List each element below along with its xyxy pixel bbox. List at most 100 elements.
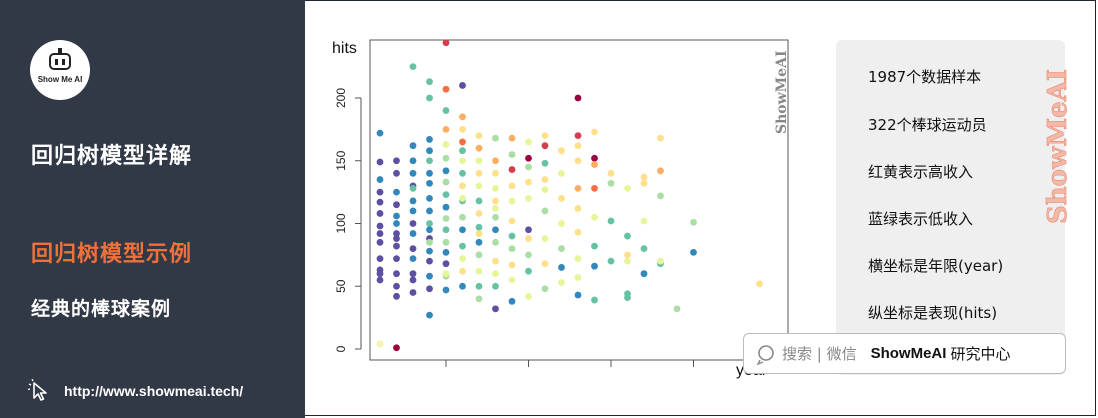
scatter-point xyxy=(525,267,532,275)
scatter-point xyxy=(409,63,417,71)
scatter-point xyxy=(409,289,417,296)
cursor-click-icon xyxy=(28,379,47,401)
scatter-point xyxy=(459,267,466,275)
scatter-point xyxy=(574,228,582,236)
scatter-point xyxy=(426,94,433,102)
scatter-point xyxy=(508,217,516,225)
scatter-point xyxy=(475,197,483,205)
scatter-point xyxy=(459,82,466,89)
panel-item-samples: 1987个数据样本 xyxy=(868,68,982,86)
scatter-point xyxy=(541,176,549,183)
data-points xyxy=(376,39,763,352)
scatter-point xyxy=(409,245,417,253)
scatter-point xyxy=(492,197,499,205)
scatter-point xyxy=(426,147,433,155)
scatter-point xyxy=(574,132,582,140)
scatter-point xyxy=(393,255,400,263)
scatter-point xyxy=(459,255,466,263)
y-axis-label: hits xyxy=(332,40,357,57)
search-suffix: 研究中心 xyxy=(950,345,1011,363)
scatter-point xyxy=(492,205,499,212)
scatter-point xyxy=(393,344,400,352)
scatter-point xyxy=(393,220,400,227)
scatter-point xyxy=(525,292,532,300)
scatter-point xyxy=(459,147,466,155)
scatter-point xyxy=(591,128,598,136)
scatter-point xyxy=(376,176,384,183)
scatter-point xyxy=(591,213,598,221)
scatter-point xyxy=(376,238,384,246)
scatter-point xyxy=(475,210,483,217)
scatter-point xyxy=(442,260,450,268)
wechat-search-bar[interactable]: 搜索 | 微信 ShowMeAI 研究中心 xyxy=(743,333,1066,374)
section-title: 回归树模型详解 xyxy=(31,144,193,169)
scatter-point xyxy=(541,132,549,140)
scatter-point xyxy=(624,232,631,240)
scatter-point xyxy=(574,274,582,281)
scatter-point xyxy=(541,159,549,167)
scatter-point xyxy=(475,132,483,140)
scatter-point xyxy=(459,226,466,234)
scatter-point xyxy=(591,161,598,168)
scatter-point xyxy=(459,169,466,177)
scatter-point xyxy=(492,226,499,234)
scatter-point xyxy=(393,292,400,300)
scatter-point xyxy=(442,270,450,278)
scatter-point xyxy=(492,213,499,221)
scatter-point xyxy=(475,267,483,275)
scatter-point xyxy=(442,167,450,175)
scatter-point xyxy=(508,197,516,205)
scatter-point xyxy=(475,238,483,246)
scatter-point xyxy=(409,270,417,278)
website-link[interactable]: http://www.showmeai.tech/ xyxy=(28,378,243,404)
scatter-point xyxy=(624,251,631,259)
scatter-point xyxy=(640,173,648,181)
scatter-point xyxy=(541,186,549,194)
scatter-point xyxy=(393,201,400,209)
y-tick-label: 0 xyxy=(334,345,348,352)
scatter-point xyxy=(574,142,582,150)
website-url[interactable]: http://www.showmeai.tech/ xyxy=(64,383,244,399)
scatter-point xyxy=(574,94,582,102)
scatter-point xyxy=(475,182,483,190)
scatter-point xyxy=(426,207,433,215)
scatter-point xyxy=(558,169,565,177)
scatter-point xyxy=(409,197,417,205)
scatter-point xyxy=(426,157,433,165)
scatter-point xyxy=(475,295,483,303)
scatter-point xyxy=(525,235,532,242)
robot-antenna-icon xyxy=(58,48,62,53)
logo-text: Show Me AI xyxy=(37,75,83,84)
scatter-point xyxy=(574,184,582,192)
scatter-point xyxy=(492,257,499,265)
scatter-point xyxy=(541,260,549,268)
scatter-point xyxy=(508,182,516,190)
section-subtitle: 经典的棒球案例 xyxy=(31,298,172,320)
scatter-point xyxy=(475,144,483,152)
scatter-point xyxy=(409,184,417,192)
scatter-point xyxy=(376,230,384,237)
scatter-point xyxy=(558,220,565,227)
scatter-point xyxy=(376,198,384,206)
sidebar: Show Me AI 回归树模型详解 回归树模型示例 经典的棒球案例 http:… xyxy=(0,0,305,418)
scatter-point xyxy=(607,179,615,187)
panel-item-yaxis: 纵坐标是表现(hits) xyxy=(868,304,998,322)
robot-face-icon xyxy=(49,53,71,70)
scatter-point xyxy=(673,305,681,313)
scatter-point xyxy=(426,257,433,265)
scatter-point xyxy=(393,188,400,196)
scatter-point xyxy=(426,226,433,234)
scatter-point xyxy=(442,107,450,114)
scatter-point xyxy=(442,125,450,133)
showmeai-logo[interactable]: Show Me AI xyxy=(30,40,90,100)
scatter-point xyxy=(426,311,433,319)
scatter-point xyxy=(442,178,450,186)
scatter-point xyxy=(657,167,664,175)
scatter-point xyxy=(607,169,615,177)
scatter-point xyxy=(393,169,400,177)
scatter-point xyxy=(492,282,499,290)
search-prefix: 搜索 | 微信 xyxy=(782,345,857,363)
scatter-point xyxy=(459,157,466,165)
scatter-point xyxy=(624,294,631,301)
scatter-point xyxy=(525,251,532,259)
